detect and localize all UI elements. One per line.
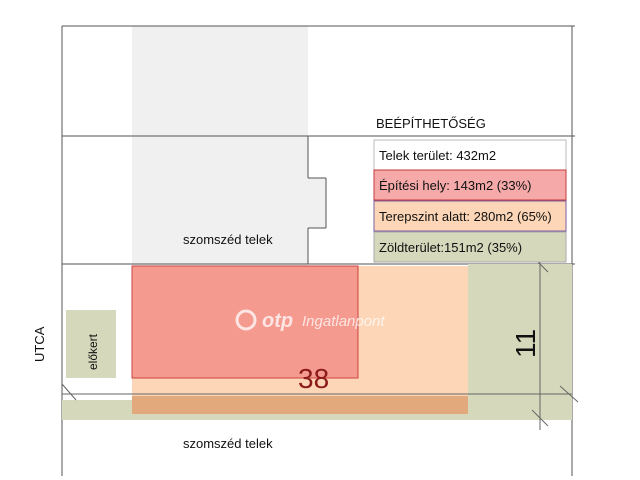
watermark-suffix: Ingatlanpont — [302, 313, 385, 330]
otp-watermark: otp Ingatlanpont — [235, 309, 385, 332]
neighbor-top-label: szomszéd telek — [183, 232, 273, 247]
length-dimension: 38 — [298, 363, 329, 394]
neighbor-bottom-label: szomszéd telek — [183, 436, 273, 451]
front-garden-label: előkert — [86, 333, 100, 370]
front-garden — [66, 310, 116, 378]
bottom-strip — [132, 396, 468, 414]
neighbor-top-area — [132, 26, 308, 266]
building-zone — [131, 265, 359, 379]
width-dimension: 11 — [510, 329, 541, 358]
legend-telek-box — [373, 139, 567, 171]
legend-zold-box — [373, 231, 567, 263]
watermark-brand: otp — [262, 310, 293, 332]
legend-telek-label: Telek terület: 432m2 — [379, 148, 496, 163]
legend-epitesi-label: Építési hely: 143m2 (33%) — [379, 178, 531, 193]
neighbor-top-notch — [308, 178, 326, 228]
street-label: UTCA — [32, 326, 47, 362]
diagram-title: BEÉPÍTHETŐSÉG — [376, 116, 486, 131]
otp-logo-icon — [235, 309, 257, 331]
legend-zold-label: Zöldterület:151m2 (35%) — [379, 240, 522, 255]
legend-epitesi-box — [373, 169, 567, 201]
legend-terepszint-label: Terepszint alatt: 280m2 (65%) — [379, 209, 552, 224]
dimension-lines — [61, 255, 579, 430]
legend-terepszint-box — [373, 200, 567, 232]
